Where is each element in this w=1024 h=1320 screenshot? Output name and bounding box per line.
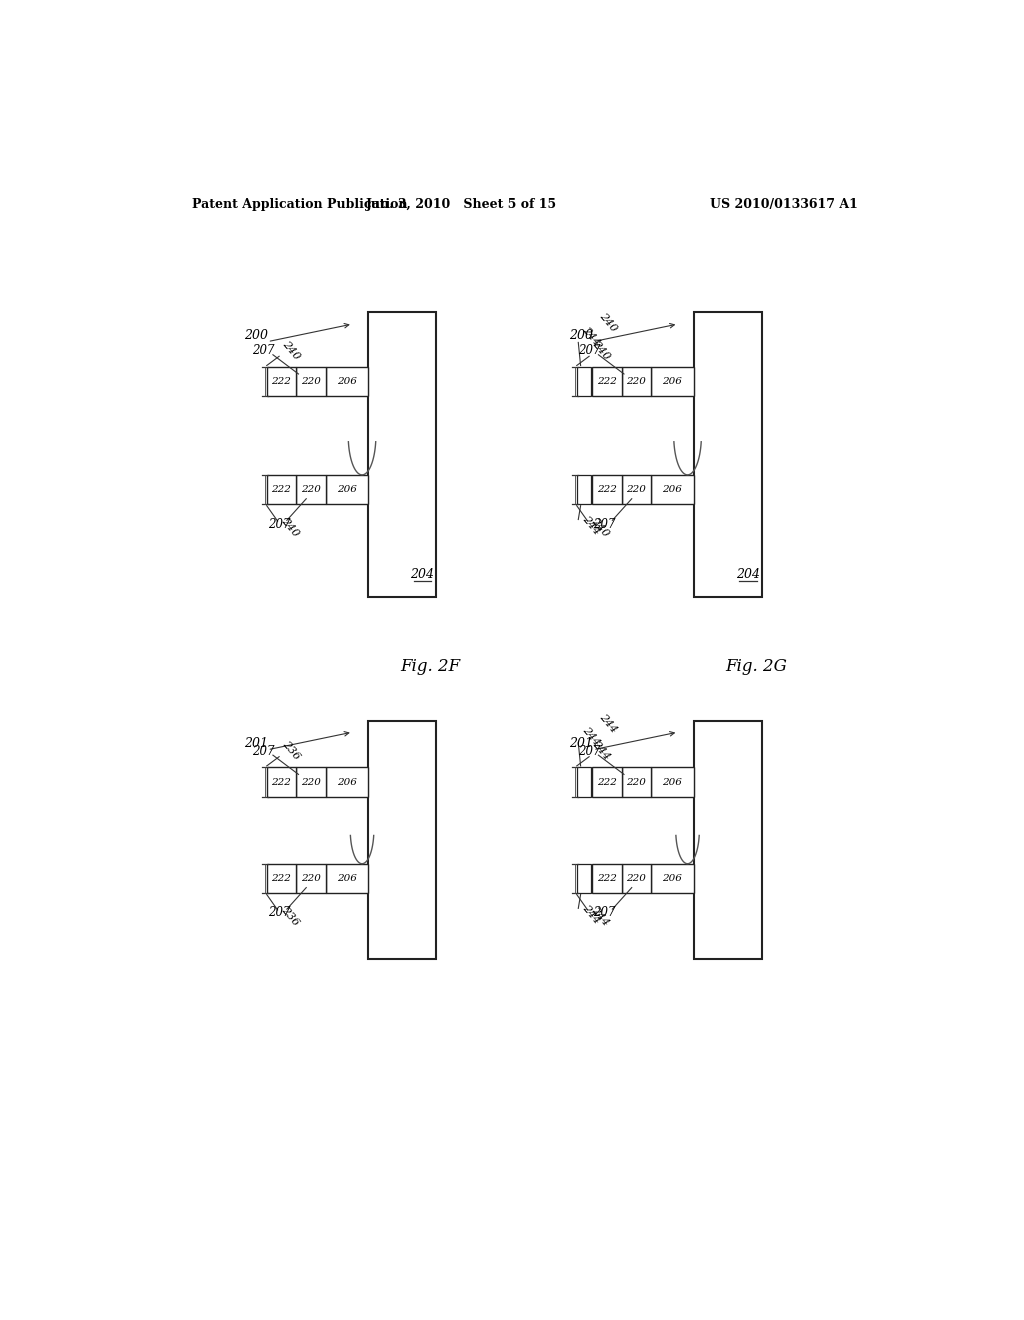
Bar [266,475,296,504]
Text: 207: 207 [593,517,615,531]
Text: Fig. 2G: Fig. 2G [725,659,786,675]
Text: 244: 244 [581,515,602,537]
Text: 244: 244 [591,739,612,762]
Bar [592,475,622,504]
Text: 204: 204 [411,568,434,581]
Bar [592,863,622,892]
Text: 200: 200 [569,329,593,342]
Bar [651,475,693,504]
Bar [622,863,651,892]
Text: 220: 220 [627,777,646,787]
Bar [296,475,326,504]
Bar [266,863,296,892]
Text: 207: 207 [593,907,615,920]
Bar [326,767,369,797]
Text: Jun. 3, 2010   Sheet 5 of 15: Jun. 3, 2010 Sheet 5 of 15 [366,198,557,211]
Bar [651,767,693,797]
Text: 206: 206 [663,484,682,494]
Text: 200: 200 [244,329,268,342]
Text: 204: 204 [736,568,760,581]
Bar [326,475,369,504]
Text: 207: 207 [252,744,274,758]
Bar [369,313,436,597]
Text: 206: 206 [337,777,357,787]
Bar [693,313,762,597]
Bar [369,721,436,960]
Text: 236: 236 [280,904,300,928]
Bar [296,367,326,396]
Text: 236: 236 [281,739,302,762]
Bar [622,475,651,504]
Text: 222: 222 [271,378,292,387]
Text: 222: 222 [597,378,616,387]
Text: 244: 244 [581,325,602,347]
Text: 240: 240 [280,516,300,539]
Text: 220: 220 [301,874,321,883]
Text: 201: 201 [569,737,593,750]
Bar [326,863,369,892]
Text: 220: 220 [301,484,321,494]
Text: 207: 207 [268,517,291,531]
Bar [651,863,693,892]
Text: 207: 207 [252,345,274,358]
Text: 240: 240 [598,312,620,334]
Text: 206: 206 [337,874,357,883]
Bar [326,367,369,396]
Bar [577,863,591,892]
Text: 244: 244 [589,904,610,928]
Bar [266,367,296,396]
Text: 220: 220 [627,484,646,494]
Bar [266,767,296,797]
Text: 220: 220 [301,378,321,387]
Text: 222: 222 [597,484,616,494]
Text: 207: 207 [268,907,291,920]
Text: Fig. 2F: Fig. 2F [400,659,461,675]
Text: 222: 222 [271,777,292,787]
Text: 207: 207 [578,345,600,358]
Text: 222: 222 [597,777,616,787]
Bar [577,475,591,504]
Text: 240: 240 [591,339,612,362]
Bar [296,863,326,892]
Text: 206: 206 [337,484,357,494]
Text: 220: 220 [627,378,646,387]
Text: 206: 206 [337,378,357,387]
Bar [577,767,591,797]
Text: 220: 220 [627,874,646,883]
Text: 207: 207 [578,744,600,758]
Bar [651,367,693,396]
Text: 240: 240 [281,339,302,362]
Bar [592,767,622,797]
Bar [622,367,651,396]
Text: US 2010/0133617 A1: US 2010/0133617 A1 [711,198,858,211]
Bar [693,721,762,960]
Bar [296,767,326,797]
Text: 244: 244 [581,903,602,925]
Bar [592,367,622,396]
Text: 206: 206 [663,777,682,787]
Text: 222: 222 [597,874,616,883]
Text: Patent Application Publication: Patent Application Publication [191,198,408,211]
Text: 206: 206 [663,378,682,387]
Text: 201: 201 [244,737,268,750]
Text: 222: 222 [271,484,292,494]
Text: 206: 206 [663,874,682,883]
Bar [622,767,651,797]
Text: 244: 244 [598,711,620,734]
Bar [577,367,591,396]
Text: 244: 244 [581,725,602,748]
Text: 240: 240 [589,516,610,539]
Text: 220: 220 [301,777,321,787]
Text: 222: 222 [271,874,292,883]
